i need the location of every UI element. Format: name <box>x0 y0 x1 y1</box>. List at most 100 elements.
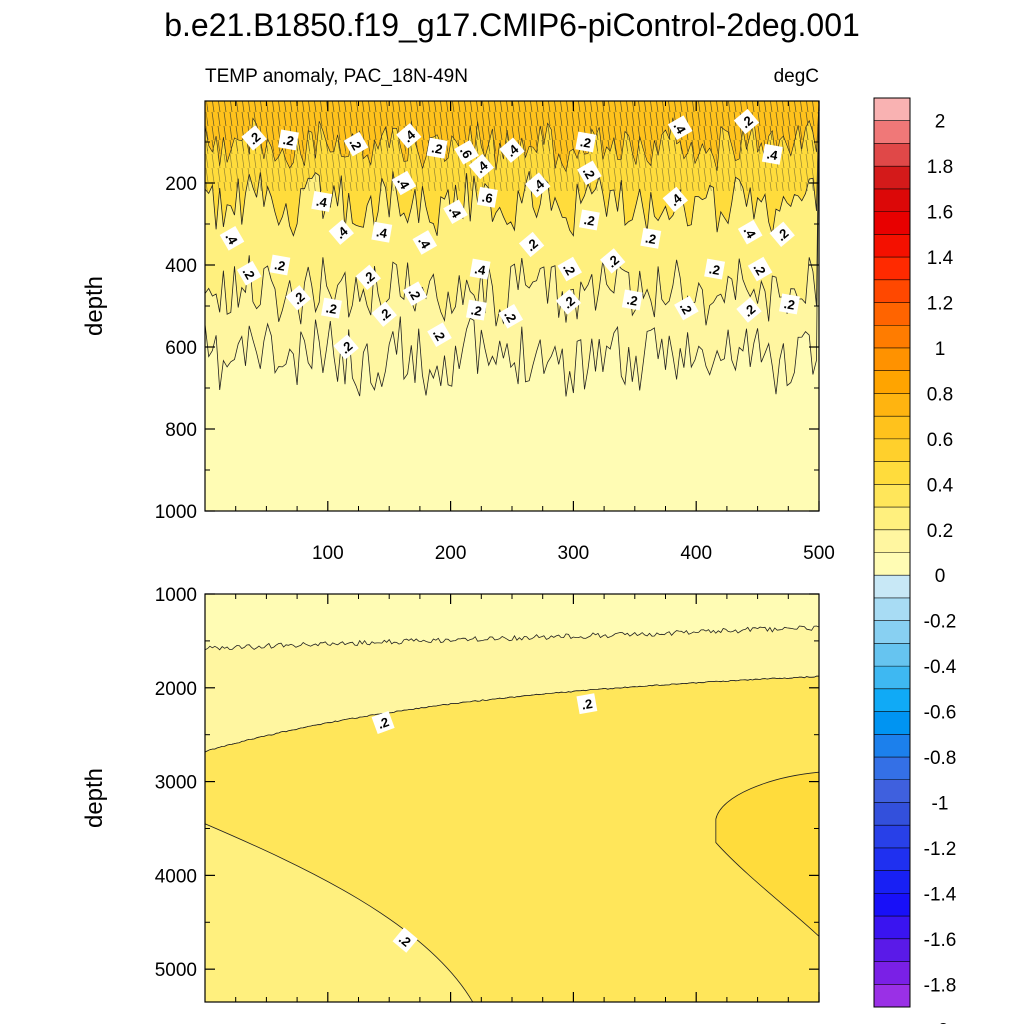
contour-label: .2 <box>600 248 626 274</box>
lower-contour-labels: .2 .2 .2 <box>371 693 598 953</box>
y-tick-label: 200 <box>165 174 197 195</box>
colorbar-label: -1.6 <box>924 930 957 951</box>
colorbar-swatch <box>874 916 910 940</box>
contour-label: .2 <box>465 299 487 321</box>
contour-label: .2 <box>426 137 448 159</box>
contour-label: .4 <box>219 226 245 251</box>
colorbar-swatch <box>874 666 910 690</box>
x-tick-label: 100 <box>312 543 344 564</box>
svg-text:.4: .4 <box>375 224 389 241</box>
svg-text:.2: .2 <box>626 292 639 309</box>
contour-label: .2 <box>343 131 369 157</box>
colorbar-swatch <box>874 643 910 667</box>
lower-band-deep-left <box>205 823 474 1002</box>
contour-label: .4 <box>468 153 494 180</box>
colorbar-swatch <box>874 825 910 849</box>
contour-label: .2 <box>640 227 662 249</box>
colorbar-swatch <box>874 734 910 758</box>
svg-text:.2: .2 <box>325 300 338 317</box>
svg-text:.2: .2 <box>708 261 721 278</box>
colorbar-label: -0.2 <box>924 612 957 633</box>
svg-text:.2: .2 <box>644 230 657 247</box>
contour-label: .4 <box>391 170 417 196</box>
colorbar-swatch <box>874 438 910 462</box>
colorbar: 2 1.8 1.6 1.4 1.2 1 0.8 0.6 0.4 0.2 0 -0.2 -0.4 -0.6 -… <box>873 97 957 1024</box>
contour-label: .2 <box>355 264 381 290</box>
colorbar-label: 1.8 <box>927 157 953 178</box>
y-tick-label: 600 <box>165 338 197 359</box>
contour-label: .2 <box>555 289 582 315</box>
lower-axis-ticks: 1000 2000 3000 4000 5000 <box>155 585 820 1002</box>
colorbar-swatch <box>874 143 910 167</box>
lower-ylabel: depth <box>81 768 108 828</box>
upper-ylabel: depth <box>81 276 108 336</box>
colorbar-swatch <box>874 575 910 599</box>
colorbar-swatch <box>874 688 910 712</box>
colorbar-label: 0.2 <box>927 521 953 542</box>
colorbar-swatch <box>874 529 910 553</box>
svg-text:.2: .2 <box>376 714 391 732</box>
x-tick-label: 300 <box>558 543 590 564</box>
colorbar-swatch <box>874 802 910 826</box>
lower-panel: .2 .2 .2 1000 2000 3000 4000 5000 depth <box>81 585 820 1003</box>
colorbar-swatch <box>874 279 910 303</box>
y-tick-label: 1000 <box>155 585 197 606</box>
contour-label: .2 <box>769 221 795 247</box>
colorbar-swatch <box>874 347 910 372</box>
colorbar-swatch <box>874 870 910 894</box>
svg-text:.2: .2 <box>579 134 592 151</box>
contour-label: .2 <box>392 927 418 953</box>
chart-title: b.e21.B1850.f19_g17.CMIP6-piControl-2deg… <box>164 7 860 43</box>
contour-label: .4 <box>396 123 422 149</box>
colorbar-swatch <box>874 757 910 781</box>
colorbar-swatch <box>874 893 910 917</box>
colorbar-swatch <box>874 393 910 417</box>
contour-label: .2 <box>333 334 359 360</box>
contour-label: .2 <box>402 281 428 306</box>
colorbar-swatch <box>874 779 910 803</box>
colorbar-swatch <box>874 416 910 440</box>
colorbar-swatch <box>874 234 910 258</box>
lower-band-3 <box>715 771 819 937</box>
colorbar-swatch <box>874 984 910 1008</box>
y-tick-label: 800 <box>165 420 197 441</box>
x-tick-label: 400 <box>680 543 712 564</box>
colorbar-swatch <box>874 597 910 621</box>
contour-label: .2 <box>576 693 598 715</box>
contour-label: .2 <box>427 322 452 347</box>
contour-label: .4 <box>737 219 763 245</box>
colorbar-label: -1.2 <box>924 839 957 860</box>
colorbar-label: -1.8 <box>924 975 957 996</box>
contour-label: .4 <box>469 258 491 280</box>
contour-label: .2 <box>236 260 262 286</box>
x-tick-label: 500 <box>803 543 835 564</box>
colorbar-swatch <box>874 507 910 531</box>
contour-label: .2 <box>269 254 291 276</box>
contour-label: .4 <box>443 199 468 224</box>
svg-text:.4: .4 <box>766 146 780 163</box>
contour-label: .6 <box>476 186 498 208</box>
colorbar-swatch <box>874 257 910 281</box>
colorbar-swatch <box>874 484 910 508</box>
colorbar-swatch <box>874 166 910 190</box>
chart-subtitle: TEMP anomaly, PAC_18N-49N <box>205 66 468 87</box>
contour-label: .2 <box>278 129 299 151</box>
colorbar-label: 1.6 <box>927 203 953 224</box>
contour-label: .2 <box>736 297 762 323</box>
svg-text:.2: .2 <box>282 132 295 149</box>
svg-text:.2: .2 <box>470 302 483 319</box>
svg-text:.4: .4 <box>315 194 329 211</box>
y-tick-label: 3000 <box>155 773 197 794</box>
contour-label: .2 <box>578 209 600 231</box>
svg-text:.2: .2 <box>580 696 593 713</box>
contour-label: .2 <box>747 256 773 282</box>
upper-panel: .2.2.2.4.2.6.4.2.4.2.4.2.4.6.4.4.4.4.4.2… <box>81 100 835 564</box>
y-tick-label: 2000 <box>155 679 197 700</box>
colorbar-label: 1 <box>935 339 946 360</box>
colorbar-swatch <box>874 211 910 235</box>
contour-label: .2 <box>518 231 545 258</box>
colorbar-label: -2 <box>932 1021 949 1024</box>
colorbar-swatch <box>874 961 910 985</box>
svg-text:.2: .2 <box>783 296 796 313</box>
colorbar-swatch <box>874 98 910 122</box>
